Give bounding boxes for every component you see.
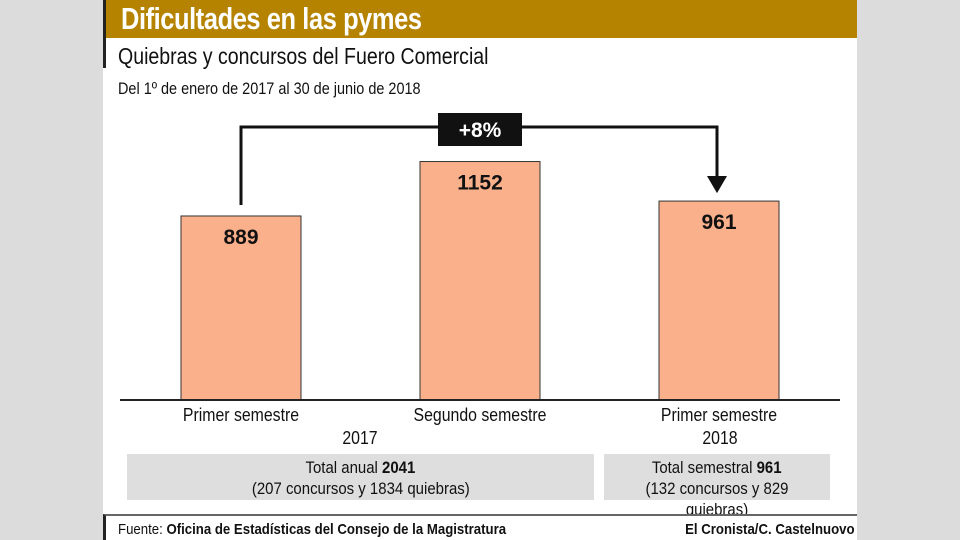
x-label-1: Primer semestre bbox=[182, 405, 300, 425]
chart-subtitle: Quiebras y concursos del Fuero Comercial bbox=[118, 43, 489, 69]
date-range: Del 1º de enero de 2017 al 30 de junio d… bbox=[118, 79, 421, 98]
total-value: 961 bbox=[756, 458, 782, 477]
total-value: 2041 bbox=[382, 458, 416, 477]
x-label-2: Segundo semestre bbox=[413, 405, 547, 425]
annotation-label: +8% bbox=[459, 119, 502, 142]
source-name: Oficina de Estadísticas del Consejo de l… bbox=[166, 521, 507, 538]
total-semester-box: Total semestral 961 (132 concursos y 829… bbox=[604, 454, 830, 519]
year-label-2018: 2018 bbox=[702, 428, 738, 448]
bar bbox=[180, 215, 302, 401]
x-label-3: Primer semestre bbox=[660, 405, 778, 425]
accent-line bbox=[103, 38, 106, 68]
year-label-2017: 2017 bbox=[342, 428, 378, 448]
data-label: 961 bbox=[701, 211, 736, 234]
source-label: Fuente: bbox=[118, 521, 167, 538]
source: Fuente: Oficina de Estadísticas del Cons… bbox=[118, 521, 506, 538]
footer: Fuente: Oficina de Estadísticas del Cons… bbox=[103, 514, 857, 540]
title-bar: Dificultades en las pymes bbox=[103, 0, 857, 38]
data-label: 1152 bbox=[457, 172, 503, 195]
data-label: 889 bbox=[223, 226, 258, 249]
bar bbox=[419, 161, 541, 401]
total-detail: (207 concursos y 1834 quiebras) bbox=[251, 479, 470, 498]
annotation-box bbox=[438, 113, 522, 146]
total-annual-box: Total anual 2041 (207 concursos y 1834 q… bbox=[127, 454, 594, 500]
total-label: Total semestral bbox=[652, 458, 757, 477]
chart-title: Dificultades en las pymes bbox=[121, 1, 422, 36]
arrow-head-icon bbox=[707, 176, 727, 194]
total-label: Total anual bbox=[305, 458, 383, 477]
credit: El Cronista/C. Castelnuovo bbox=[685, 521, 855, 538]
